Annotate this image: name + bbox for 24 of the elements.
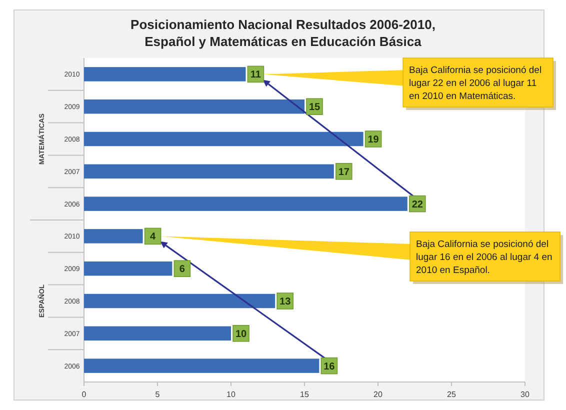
bar bbox=[84, 99, 304, 114]
chart-title: Posicionamiento Nacional Resultados 2006-2010, Español y Matemáticas en Educación Básica bbox=[130, 17, 436, 49]
data-label: 16 bbox=[324, 361, 336, 372]
x-tick-label: 25 bbox=[447, 390, 456, 399]
x-tick-label: 0 bbox=[82, 390, 87, 399]
data-label: 22 bbox=[412, 199, 424, 210]
data-label: 19 bbox=[368, 134, 380, 146]
data-label: 15 bbox=[308, 102, 320, 114]
bar bbox=[84, 326, 231, 341]
data-label: 11 bbox=[250, 70, 262, 81]
annotation: Baja California se posicionó del lugar 16 en el 2006 al lugar 4 en 2010 en Español. bbox=[416, 239, 552, 276]
x-tick-label: 20 bbox=[374, 390, 383, 399]
x-tick-label: 15 bbox=[300, 390, 310, 399]
annotation: Baja California se posicionó del lugar 22 en el 2006 al lugar 11 en 2010 en Matemáticas. bbox=[409, 65, 542, 102]
data-label: 17 bbox=[338, 166, 350, 178]
data-label: 6 bbox=[179, 264, 186, 276]
bar bbox=[84, 164, 334, 179]
data-label: 10 bbox=[235, 328, 247, 340]
x-tick-label: 5 bbox=[155, 390, 160, 399]
data-label: 13 bbox=[280, 296, 292, 308]
x-tick-label: 10 bbox=[226, 390, 236, 399]
data-label: 4 bbox=[150, 232, 156, 243]
x-tick-label: 30 bbox=[520, 390, 530, 399]
bar bbox=[84, 196, 408, 211]
